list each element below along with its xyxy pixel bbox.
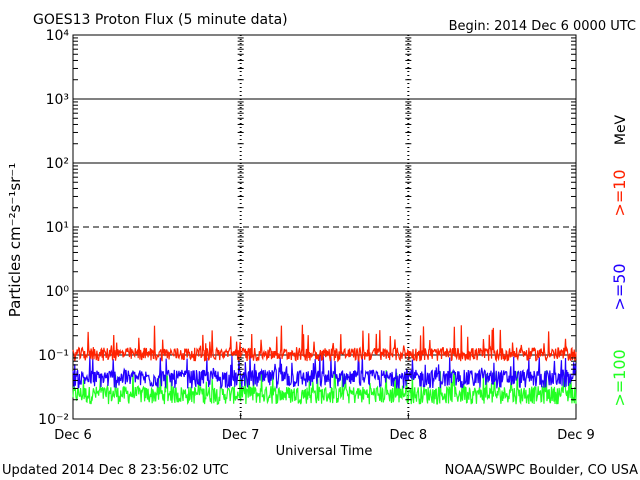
series-group (72, 324, 577, 406)
x-tick-label: Dec 9 (557, 428, 595, 443)
y-axis-label: Particles cm⁻²s⁻¹sr⁻¹ (6, 163, 24, 317)
begin-time: Begin: 2014 Dec 6 0000 UTC (449, 19, 636, 34)
x-axis-label: Universal Time (276, 444, 373, 459)
y-tick-label: 10⁻² (38, 412, 69, 428)
y-tick-label: 10³ (46, 92, 69, 108)
x-axis-ticks: Dec 6 Dec 7 Dec 8 Dec 9 (54, 413, 595, 443)
x-tick-label: Dec 8 (390, 428, 428, 443)
series-line (72, 355, 577, 389)
legend-item-100mev: >=100 (610, 349, 629, 406)
series-line (72, 324, 577, 363)
series-line (72, 369, 577, 406)
y-tick-label: 10⁻¹ (38, 348, 69, 364)
updated-time: Updated 2014 Dec 8 23:56:02 UTC (2, 463, 229, 478)
x-tick-label: Dec 7 (222, 428, 260, 443)
credit: NOAA/SWPC Boulder, CO USA (445, 463, 638, 478)
y-axis-ticks: 10⁻² 10⁻¹ 10⁰ 10¹ 10² 10³ 10⁴ (38, 28, 576, 428)
y-tick-label: 10¹ (46, 220, 69, 236)
x-tick-label: Dec 6 (54, 428, 92, 443)
legend-item-10mev: >=10 (610, 169, 629, 216)
y-tick-label: 10² (46, 156, 69, 172)
chart-title: GOES13 Proton Flux (5 minute data) (33, 12, 288, 28)
legend: MeV >=10 >=50 >=100 (610, 114, 629, 406)
legend-item-50mev: >=50 (610, 263, 629, 310)
legend-unit: MeV (613, 114, 629, 145)
y-tick-label: 10⁴ (46, 28, 70, 44)
y-tick-label: 10⁰ (46, 284, 70, 300)
